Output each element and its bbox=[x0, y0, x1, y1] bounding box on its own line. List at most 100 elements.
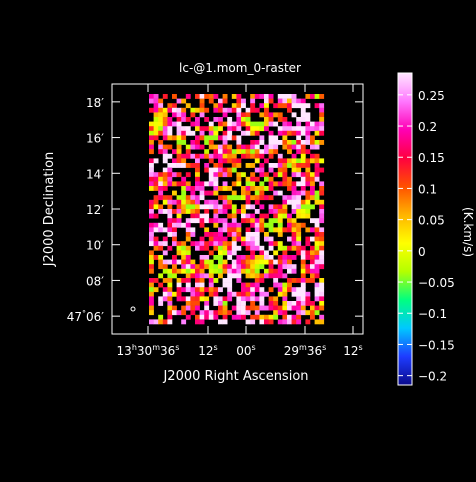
raster-pixel bbox=[236, 112, 242, 118]
raster-pixel bbox=[319, 117, 325, 122]
raster-pixel bbox=[204, 287, 210, 293]
raster-pixel bbox=[195, 273, 200, 279]
raster-pixel bbox=[213, 153, 219, 159]
raster-pixel bbox=[305, 94, 311, 99]
raster-pixel bbox=[190, 273, 196, 279]
raster-pixel bbox=[250, 301, 256, 306]
raster-pixel bbox=[162, 186, 168, 191]
raster-pixel bbox=[287, 199, 292, 205]
raster-pixel bbox=[181, 107, 187, 113]
raster-pixel bbox=[287, 140, 292, 145]
raster-pixel bbox=[236, 149, 242, 155]
raster-pixel bbox=[181, 98, 187, 104]
raster-pixel bbox=[195, 245, 200, 251]
raster-pixel bbox=[204, 135, 210, 141]
raster-pixel bbox=[314, 310, 320, 316]
x-axis: 13h30m36s 12s 00s 29m36s 12s bbox=[117, 84, 363, 358]
raster-pixel bbox=[268, 296, 274, 302]
raster-pixel bbox=[213, 264, 219, 270]
raster-pixel bbox=[218, 163, 223, 168]
raster-pixel bbox=[231, 222, 237, 228]
raster-pixel bbox=[172, 121, 177, 127]
raster-pixel bbox=[287, 176, 292, 182]
raster-pixel bbox=[181, 181, 187, 187]
raster-pixel bbox=[259, 140, 265, 145]
raster-pixel bbox=[300, 209, 306, 214]
raster-pixel bbox=[231, 126, 237, 132]
raster-pixel bbox=[231, 121, 237, 127]
raster-pixel bbox=[250, 296, 256, 302]
raster-pixel bbox=[282, 204, 288, 210]
raster-pixel bbox=[208, 204, 214, 210]
raster-pixel bbox=[204, 227, 210, 233]
raster-pixel bbox=[236, 117, 242, 122]
raster-pixel bbox=[296, 117, 302, 122]
raster-pixel bbox=[204, 245, 210, 251]
raster-pixel bbox=[300, 163, 306, 168]
raster-pixel bbox=[162, 181, 168, 187]
raster-pixel bbox=[282, 199, 288, 205]
raster-pixel bbox=[227, 167, 233, 173]
raster-pixel bbox=[259, 291, 265, 297]
raster-pixel bbox=[282, 94, 288, 99]
raster-pixel bbox=[291, 232, 297, 237]
raster-pixel bbox=[185, 222, 191, 228]
raster-pixel bbox=[218, 264, 223, 270]
raster-pixel bbox=[222, 204, 228, 210]
raster-pixel bbox=[227, 195, 233, 201]
raster-pixel bbox=[185, 305, 191, 311]
raster-pixel bbox=[314, 144, 320, 150]
raster-pixel bbox=[277, 213, 283, 219]
raster-pixel bbox=[195, 176, 200, 182]
raster-pixel bbox=[268, 117, 274, 122]
raster-pixel bbox=[291, 163, 297, 168]
raster-pixel bbox=[296, 232, 302, 237]
raster-pixel bbox=[241, 186, 246, 191]
raster-pixel bbox=[158, 245, 164, 251]
raster-pixel bbox=[268, 149, 274, 155]
raster-pixel bbox=[181, 204, 187, 210]
raster-pixel bbox=[296, 245, 302, 251]
raster-pixel bbox=[167, 195, 173, 201]
raster-pixel bbox=[162, 121, 168, 127]
raster-pixel bbox=[236, 140, 242, 145]
raster-pixel bbox=[204, 310, 210, 316]
raster-pixel bbox=[158, 176, 164, 182]
raster-pixel bbox=[176, 153, 182, 159]
raster-pixel bbox=[167, 130, 173, 136]
raster-pixel bbox=[236, 144, 242, 150]
raster-pixel bbox=[231, 245, 237, 251]
raster-pixel bbox=[250, 126, 256, 132]
raster-pixel bbox=[227, 121, 233, 127]
raster-pixel bbox=[231, 181, 237, 187]
raster-pixel bbox=[153, 103, 159, 109]
raster-pixel bbox=[319, 213, 325, 219]
raster-pixel bbox=[172, 163, 177, 168]
raster-pixel bbox=[195, 287, 200, 293]
raster-pixel bbox=[218, 126, 223, 132]
raster-pixel bbox=[254, 314, 260, 320]
raster-pixel bbox=[259, 186, 265, 191]
raster-pixel bbox=[300, 158, 306, 164]
raster-pixel bbox=[185, 245, 191, 251]
raster-pixel bbox=[222, 268, 228, 274]
raster-pixel bbox=[319, 291, 325, 297]
raster-pixel bbox=[273, 103, 279, 109]
raster-pixel bbox=[250, 245, 256, 251]
raster-pixel bbox=[310, 227, 315, 233]
raster-pixel bbox=[222, 121, 228, 127]
raster-pixel bbox=[213, 296, 219, 302]
raster-pixel bbox=[296, 158, 302, 164]
raster-pixel bbox=[231, 236, 237, 242]
raster-pixel bbox=[204, 213, 210, 219]
raster-pixel bbox=[273, 172, 279, 178]
raster-pixel bbox=[153, 245, 159, 251]
raster-pixel bbox=[273, 190, 279, 196]
raster-pixel bbox=[296, 126, 302, 132]
raster-pixel bbox=[185, 163, 191, 168]
raster-pixel bbox=[208, 172, 214, 178]
raster-pixel bbox=[195, 144, 200, 150]
raster-pixel bbox=[172, 172, 177, 178]
raster-pixel bbox=[185, 204, 191, 210]
raster-pixel bbox=[250, 103, 256, 109]
